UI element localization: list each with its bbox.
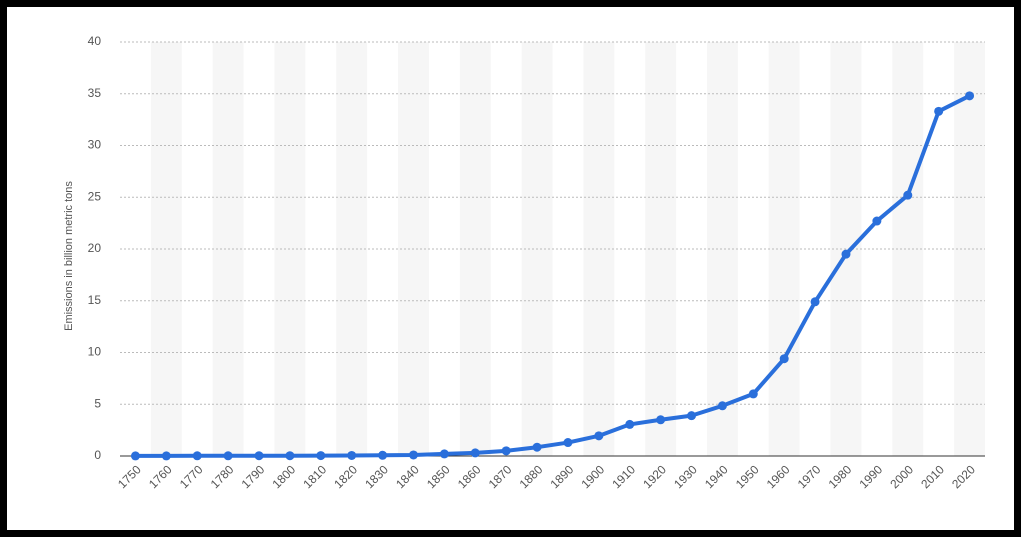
x-tick-label: 1820 <box>331 462 360 491</box>
x-tick-label: 1830 <box>362 462 391 491</box>
x-tick-label: 1760 <box>146 462 175 491</box>
x-tick-label: 1900 <box>578 462 607 491</box>
data-point <box>254 451 264 461</box>
chart: Emissions in billion metric tons 0 5 10 15 2… <box>63 34 985 491</box>
x-tick-label: 1850 <box>424 462 453 491</box>
x-tick-label: 1910 <box>609 462 638 491</box>
y-tick-label: 5 <box>94 396 101 410</box>
data-point <box>872 216 882 226</box>
data-point <box>470 448 480 458</box>
y-tick-label: 10 <box>88 345 102 359</box>
data-point <box>130 451 140 461</box>
y-axis-label: Emissions in billion metric tons <box>63 181 75 331</box>
data-point <box>779 354 789 364</box>
data-point <box>903 190 913 200</box>
data-point <box>408 450 418 460</box>
x-tick-label: 1810 <box>300 462 329 491</box>
y-tick-label: 25 <box>88 189 102 203</box>
x-tick-label: 1860 <box>455 462 484 491</box>
data-point <box>594 431 604 441</box>
data-point <box>656 415 666 425</box>
x-tick-label: 1930 <box>671 462 700 491</box>
x-tick-label: 1800 <box>269 462 298 491</box>
y-tick-label: 35 <box>88 86 102 100</box>
data-point <box>347 450 357 460</box>
x-tick-label: 1990 <box>856 462 885 491</box>
x-tick-label: 1880 <box>517 462 546 491</box>
y-tick-label: 20 <box>88 241 102 255</box>
y-tick-label: 0 <box>94 448 101 462</box>
x-tick-label: 1960 <box>764 462 793 491</box>
x-tick-label: 1980 <box>826 462 855 491</box>
x-tick-label: 1890 <box>548 462 577 491</box>
x-tick-label: 1780 <box>208 462 237 491</box>
y-tick-label: 15 <box>88 293 102 307</box>
x-tick-label: 1750 <box>115 462 144 491</box>
data-point <box>965 91 975 101</box>
x-tick-label: 1940 <box>702 462 731 491</box>
data-point <box>192 451 202 461</box>
x-tick-label: 1950 <box>733 462 762 491</box>
x-tick-label: 1790 <box>239 462 268 491</box>
data-point <box>625 419 635 429</box>
x-tick-label: 1770 <box>177 462 206 491</box>
y-tick-label: 40 <box>88 34 102 48</box>
data-point <box>687 411 697 421</box>
x-tick-label: 1970 <box>795 462 824 491</box>
x-tick-label: 1840 <box>393 462 422 491</box>
data-point <box>748 389 758 399</box>
data-point <box>934 106 944 116</box>
x-tick-label: 1870 <box>486 462 515 491</box>
data-point <box>563 438 573 448</box>
data-point <box>285 451 295 461</box>
data-point <box>532 442 542 452</box>
x-tick-label: 2020 <box>949 462 978 491</box>
data-point <box>439 449 449 459</box>
data-point <box>841 249 851 259</box>
y-tick-label: 30 <box>88 138 102 152</box>
data-point <box>378 450 388 460</box>
data-point <box>316 451 326 461</box>
x-tick-label: 2000 <box>887 462 916 491</box>
data-point <box>161 451 171 461</box>
data-point <box>223 451 233 461</box>
data-point <box>501 446 511 456</box>
data-point <box>810 297 820 307</box>
data-point <box>717 401 727 411</box>
x-tick-label: 1920 <box>640 462 669 491</box>
x-tick-label: 2010 <box>918 462 947 491</box>
data-line <box>135 94 971 458</box>
